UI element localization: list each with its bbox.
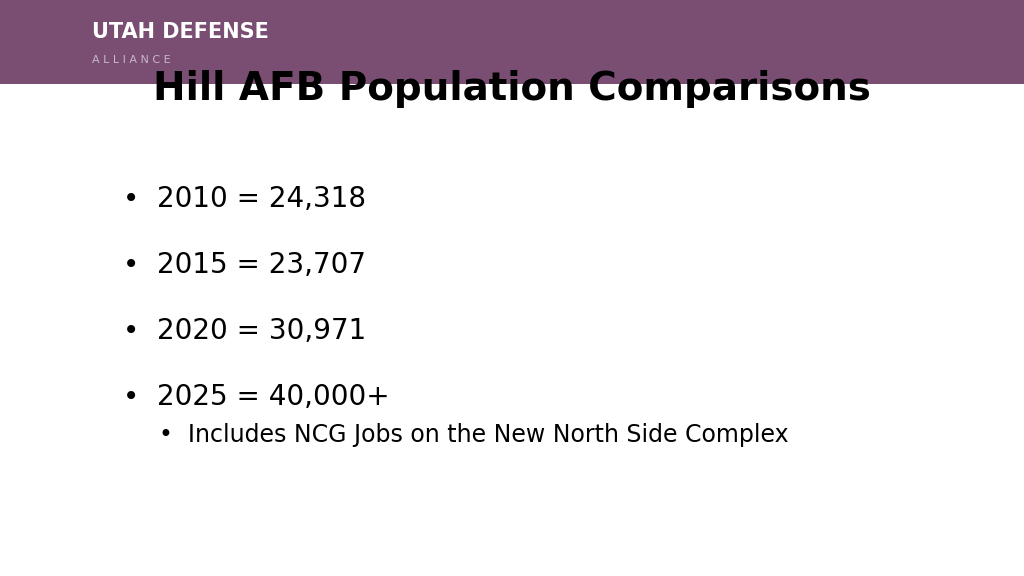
Text: •  2015 = 23,707: • 2015 = 23,707 bbox=[123, 251, 366, 279]
FancyBboxPatch shape bbox=[25, 6, 62, 51]
Text: •  2010 = 24,318: • 2010 = 24,318 bbox=[123, 185, 366, 213]
Text: Hill AFB Population Comparisons: Hill AFB Population Comparisons bbox=[153, 70, 871, 108]
Text: •  Includes NCG Jobs on the New North Side Complex: • Includes NCG Jobs on the New North Sid… bbox=[159, 423, 788, 447]
FancyBboxPatch shape bbox=[12, 5, 75, 78]
Text: •  2025 = 40,000+: • 2025 = 40,000+ bbox=[123, 384, 389, 411]
Text: ★: ★ bbox=[36, 44, 51, 62]
Text: A L L I A N C E: A L L I A N C E bbox=[92, 55, 171, 65]
Text: UTAH DEFENSE: UTAH DEFENSE bbox=[92, 22, 269, 41]
Text: •  2020 = 30,971: • 2020 = 30,971 bbox=[123, 317, 367, 345]
